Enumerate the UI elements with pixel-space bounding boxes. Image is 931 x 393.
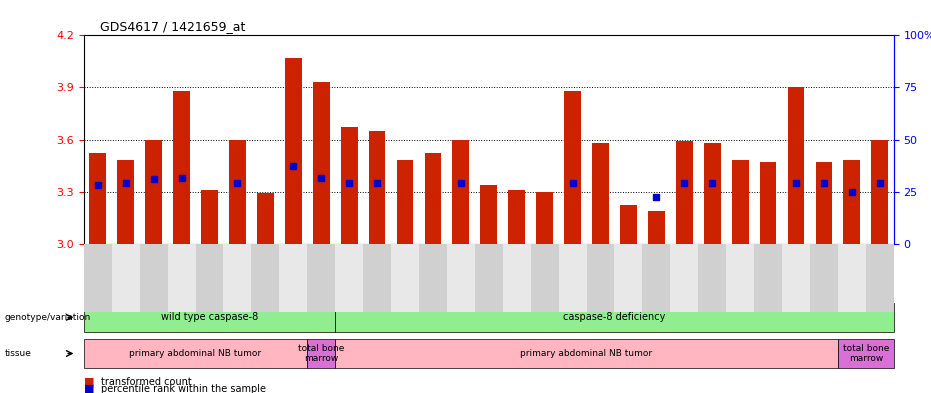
Bar <box>760 162 776 244</box>
Bar <box>648 211 665 244</box>
Bar <box>117 160 134 244</box>
Bar <box>84 339 307 368</box>
Bar <box>670 244 698 312</box>
Text: tissue: tissue <box>5 349 32 358</box>
Bar <box>642 244 670 312</box>
Bar <box>363 244 391 312</box>
Text: wild type caspase-8: wild type caspase-8 <box>161 312 258 322</box>
Bar <box>503 244 531 312</box>
Bar <box>447 244 475 312</box>
Bar <box>480 185 497 244</box>
Bar <box>452 140 469 244</box>
Bar <box>871 140 888 244</box>
Bar <box>196 244 223 312</box>
Text: caspase-8 deficiency: caspase-8 deficiency <box>563 312 666 322</box>
Bar <box>140 244 168 312</box>
Text: genotype/variation: genotype/variation <box>5 313 91 322</box>
Bar <box>307 244 335 312</box>
Bar <box>754 244 782 312</box>
Bar <box>838 244 866 312</box>
Bar <box>251 244 279 312</box>
Bar <box>475 244 503 312</box>
Bar <box>536 192 553 244</box>
Bar <box>145 140 162 244</box>
Bar <box>704 143 721 244</box>
Bar <box>285 58 302 244</box>
Bar <box>397 160 413 244</box>
Bar <box>620 206 637 244</box>
Bar <box>391 244 419 312</box>
Bar <box>726 244 754 312</box>
Bar <box>168 244 196 312</box>
Bar <box>84 303 335 332</box>
Text: primary abdominal NB tumor: primary abdominal NB tumor <box>129 349 262 358</box>
Bar <box>229 140 246 244</box>
Bar <box>587 244 614 312</box>
Bar <box>782 244 810 312</box>
Bar <box>816 162 832 244</box>
Bar <box>559 244 587 312</box>
Bar <box>257 193 274 244</box>
Bar <box>425 153 441 244</box>
Bar <box>112 244 140 312</box>
Bar <box>838 339 894 368</box>
Bar <box>592 143 609 244</box>
Bar <box>531 244 559 312</box>
Text: percentile rank within the sample: percentile rank within the sample <box>101 384 265 393</box>
Bar <box>698 244 726 312</box>
Bar <box>564 91 581 244</box>
Bar <box>810 244 838 312</box>
Bar <box>335 303 894 332</box>
Text: total bone
marrow: total bone marrow <box>843 344 889 363</box>
Bar <box>279 244 307 312</box>
Bar <box>508 190 525 244</box>
Bar <box>173 91 190 244</box>
Text: ■: ■ <box>84 384 94 393</box>
Text: primary abdominal NB tumor: primary abdominal NB tumor <box>520 349 653 358</box>
Bar <box>89 153 106 244</box>
Bar <box>369 131 385 244</box>
Bar <box>788 88 804 244</box>
Bar <box>866 244 894 312</box>
Bar <box>313 82 330 244</box>
Bar <box>676 141 693 244</box>
Text: total bone
marrow: total bone marrow <box>298 344 344 363</box>
Bar <box>732 160 749 244</box>
Bar <box>84 244 112 312</box>
Bar <box>307 339 335 368</box>
Text: ■: ■ <box>84 377 94 387</box>
Text: transformed count: transformed count <box>101 377 191 387</box>
Bar <box>843 160 860 244</box>
Bar <box>614 244 642 312</box>
Bar <box>341 127 358 244</box>
Bar <box>335 244 363 312</box>
Bar <box>335 339 838 368</box>
Bar <box>223 244 251 312</box>
Bar <box>201 190 218 244</box>
Text: GDS4617 / 1421659_at: GDS4617 / 1421659_at <box>100 20 246 33</box>
Bar <box>419 244 447 312</box>
